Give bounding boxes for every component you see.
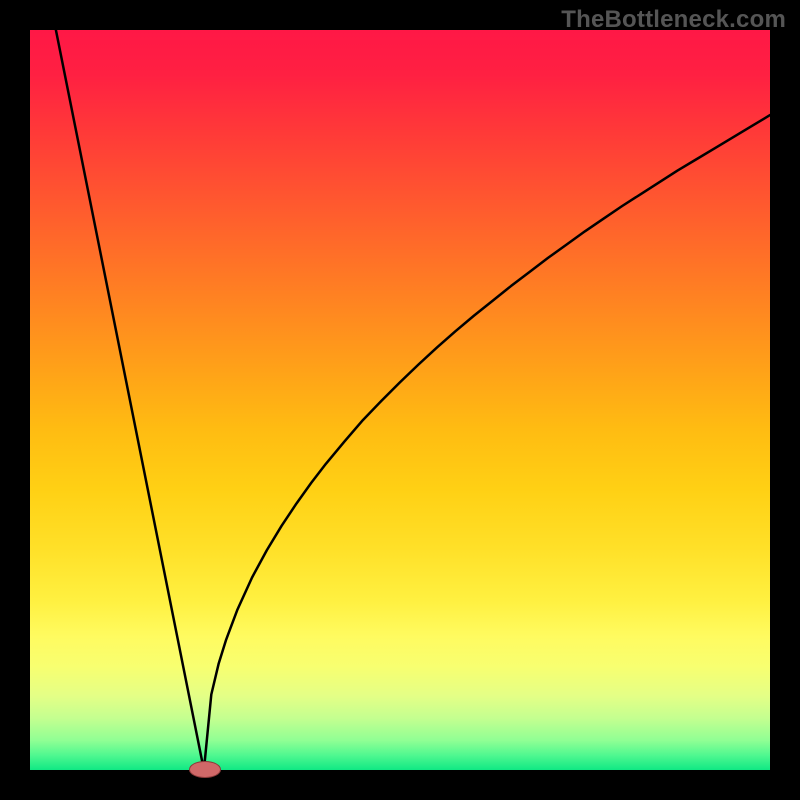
chart-container: TheBottleneck.com bbox=[0, 0, 800, 800]
bottleneck-curve bbox=[30, 30, 770, 770]
plot-area bbox=[30, 30, 770, 770]
minimum-marker bbox=[189, 761, 221, 778]
